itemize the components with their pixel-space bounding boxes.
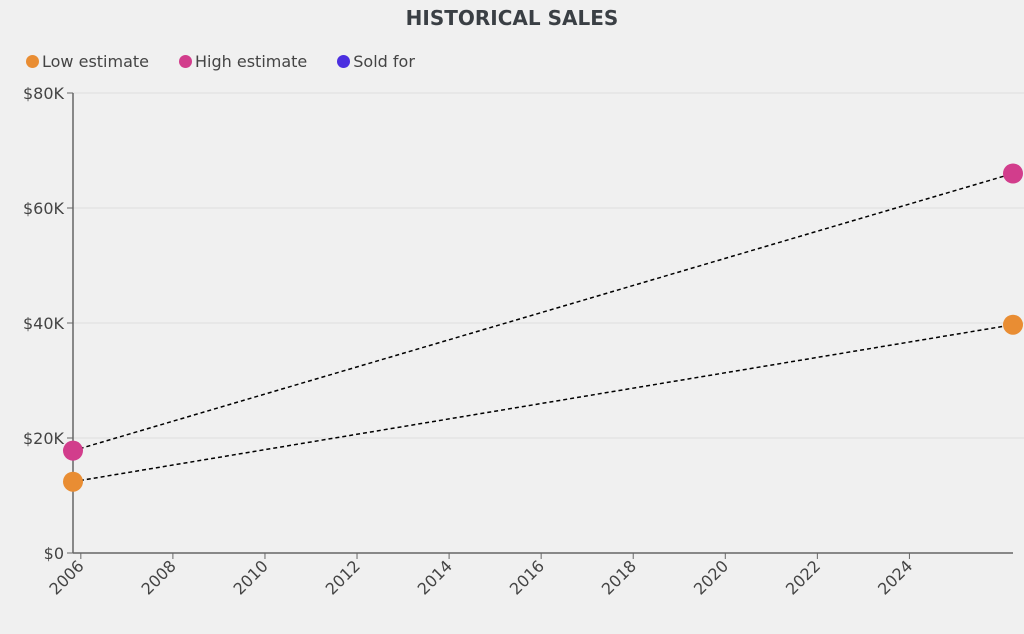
low-estimate-swatch (26, 55, 39, 68)
x-tick-label: 2020 (690, 556, 732, 598)
y-tick-label: $40K (23, 314, 65, 333)
high-estimate-swatch (179, 55, 192, 68)
legend-item-low[interactable]: Low estimate (26, 52, 149, 71)
data-point-low-estimate (1003, 314, 1023, 335)
x-tick-label: 2016 (506, 556, 548, 598)
x-tick-label: 2022 (782, 556, 824, 598)
y-tick-label: $80K (23, 84, 65, 103)
x-tick-label: 2008 (137, 556, 179, 598)
data-point-high-estimate (1003, 163, 1023, 184)
series-line-0 (72, 323, 1014, 483)
x-tick-label: 2024 (874, 556, 916, 598)
x-tick-label: 2010 (230, 556, 272, 598)
chart-title: HISTORICAL SALES (405, 6, 619, 30)
x-tick-label: 2014 (414, 556, 456, 598)
legend-item-high[interactable]: High estimate (179, 52, 307, 71)
y-tick-label: $20K (23, 429, 65, 448)
x-tick-label: 2018 (598, 556, 640, 598)
data-point-low-estimate (63, 471, 83, 492)
sold-for-swatch (337, 55, 351, 68)
data-point-high-estimate (63, 440, 83, 461)
x-tick-label: 2012 (322, 556, 364, 598)
y-tick-label: $0 (44, 544, 64, 563)
legend: Low estimate High estimate Sold for (26, 52, 415, 71)
series-line-1 (72, 172, 1014, 452)
legend-label: Low estimate (42, 52, 149, 71)
y-tick-label: $60K (23, 199, 65, 218)
legend-item-sold[interactable]: Sold for (337, 52, 415, 71)
legend-label: High estimate (195, 52, 308, 71)
legend-label: Sold for (353, 52, 415, 71)
